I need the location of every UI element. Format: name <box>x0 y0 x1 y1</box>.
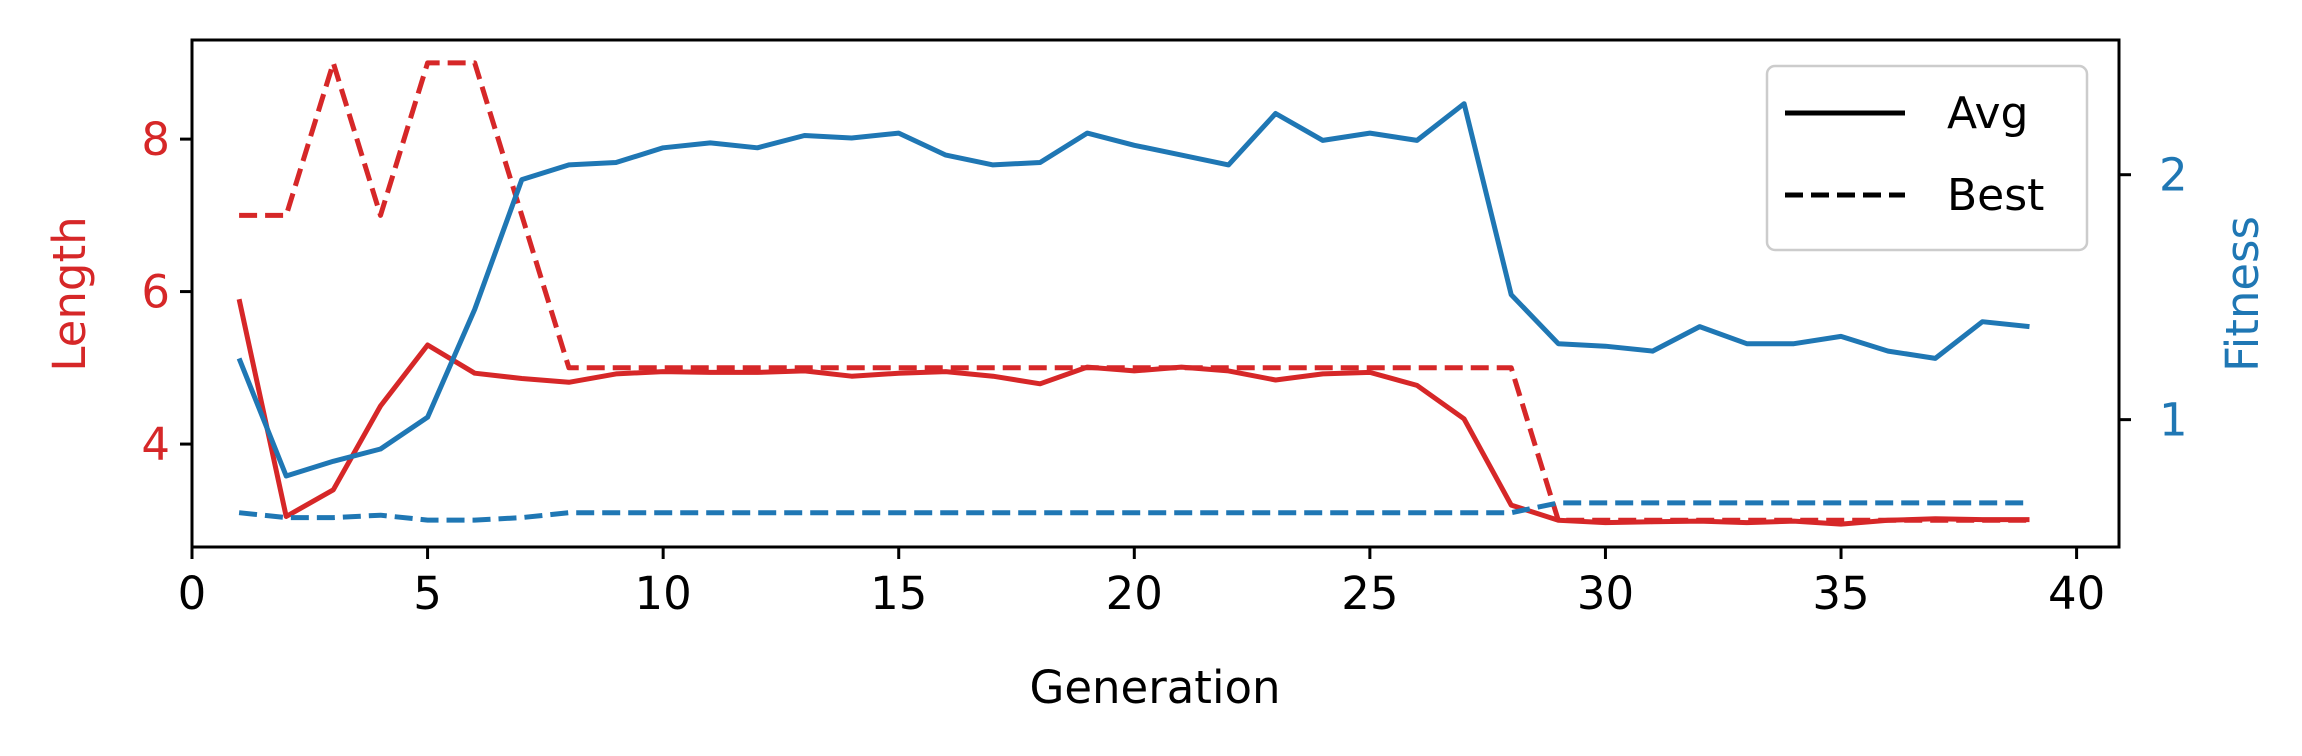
x-tick-label: 15 <box>870 567 927 620</box>
legend-label-avg: Avg <box>1947 88 2029 139</box>
plot-frame <box>190 38 2121 549</box>
x-axis-label: Generation <box>1029 661 1280 714</box>
series-line-fitness-dashed <box>238 500 2030 523</box>
legend-box <box>1765 64 2089 252</box>
left-y-tick-label: 8 <box>141 113 170 166</box>
x-tick-label: 30 <box>1577 567 1634 620</box>
right-y-axis: 12 <box>2119 149 2188 447</box>
x-tick-label: 40 <box>2048 567 2105 620</box>
series-lines <box>236 60 2030 527</box>
legend-label-best: Best <box>1947 170 2044 221</box>
left-y-tick-label: 4 <box>141 418 170 471</box>
right-y-axis-label: Fitness <box>2216 216 2269 372</box>
right-y-tick-label: 2 <box>2159 149 2188 202</box>
x-axis: 0 5 10 15 20 25 30 35 40 <box>178 547 2105 620</box>
left-y-tick-label: 6 <box>141 266 170 319</box>
x-tick-label: 35 <box>1812 567 1869 620</box>
left-y-axis-label: Length <box>43 216 96 371</box>
series-line-fitness-solid <box>236 101 2030 479</box>
x-tick-label: 25 <box>1341 567 1398 620</box>
left-y-axis: 4 6 8 <box>141 113 192 471</box>
x-tick-label: 5 <box>413 567 442 620</box>
right-y-tick-label: 1 <box>2159 394 2188 447</box>
legend: Avg Best <box>1765 64 2089 252</box>
series-line-length-dashed <box>239 60 2030 523</box>
series-line-length-solid <box>236 298 2030 527</box>
x-tick-label: 0 <box>178 567 207 620</box>
x-tick-label: 20 <box>1106 567 1163 620</box>
x-tick-label: 10 <box>635 567 692 620</box>
